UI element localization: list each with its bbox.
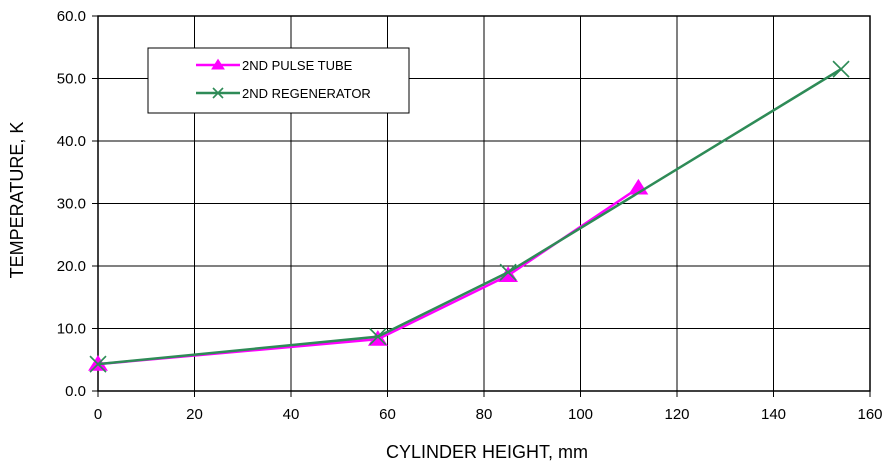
series-1	[88, 178, 649, 371]
x-marker-stroke	[369, 328, 387, 346]
y-tick-label: 60.0	[57, 8, 86, 25]
x-marker-stroke	[212, 87, 224, 99]
data-point-x	[499, 263, 517, 281]
x-axis-title: CYLINDER HEIGHT, mm	[386, 442, 588, 462]
y-tick-label: 50.0	[57, 71, 86, 88]
x-axis-ticks: 0 20 40 60 80 100 120 140 160	[94, 391, 883, 423]
x-tick-label: 140	[761, 406, 786, 423]
legend-item-1: 2ND PULSE TUBE	[196, 58, 353, 73]
x-tick-label: 100	[568, 406, 593, 423]
x-tick-label: 0	[94, 406, 102, 423]
y-tick-label: 30.0	[57, 196, 86, 213]
y-axis-ticks: 0.0 10.0 20.0 30.0 40.0 50.0 60.0	[57, 8, 98, 400]
legend-label: 2ND PULSE TUBE	[242, 58, 353, 73]
x-tick-label: 60	[379, 406, 396, 423]
legend-box	[147, 47, 410, 114]
y-tick-label: 10.0	[57, 321, 86, 338]
data-point-x	[89, 355, 107, 373]
x-marker-stroke	[499, 263, 517, 281]
legend-item-2: 2ND REGENERATOR	[196, 86, 371, 101]
y-tick-label: 40.0	[57, 133, 86, 150]
series-line	[97, 68, 842, 366]
x-tick-label: 120	[664, 406, 689, 423]
data-point-x	[832, 60, 850, 78]
x-tick-label: 160	[857, 406, 882, 423]
x-tick-label: 80	[476, 406, 493, 423]
legend-marker-x	[212, 87, 224, 99]
x-marker-stroke	[89, 355, 107, 373]
legend: 2ND PULSE TUBE 2ND REGENERATOR	[147, 47, 410, 114]
legend-marker-triangle	[211, 58, 225, 70]
data-point-x	[369, 328, 387, 346]
y-tick-label: 20.0	[57, 258, 86, 275]
legend-label: 2ND REGENERATOR	[242, 86, 371, 101]
series-2	[89, 60, 850, 373]
x-marker-stroke	[832, 60, 850, 78]
y-axis-title: TEMPERATURE, K	[7, 122, 27, 279]
x-tick-label: 40	[283, 406, 300, 423]
series-layer	[88, 60, 850, 373]
y-tick-label: 0.0	[65, 383, 86, 400]
x-tick-label: 20	[186, 406, 203, 423]
